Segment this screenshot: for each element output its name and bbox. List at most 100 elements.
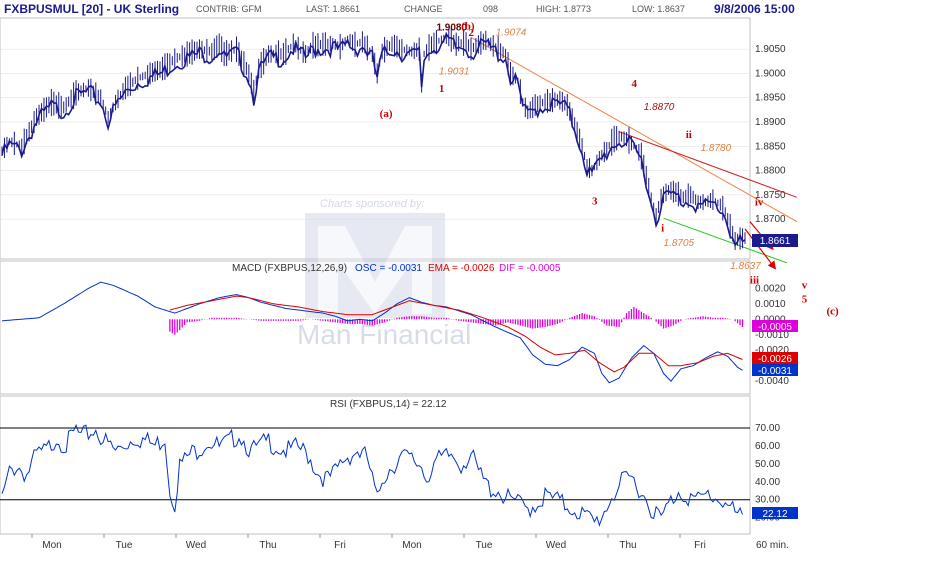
price-tick-label: 1.9050	[755, 44, 786, 55]
rsi-line	[1, 423, 743, 527]
annotation-wave: 1	[439, 83, 445, 95]
trendlines	[470, 37, 798, 264]
rsi-series	[1, 423, 743, 527]
x-tick-label: Mon	[42, 540, 61, 551]
annotation-wave: 3	[592, 196, 598, 208]
rsi-tick-label: 70.00	[755, 423, 780, 434]
annotation-fib: 1.8637	[730, 261, 761, 272]
chart-header: FXBPUSMUL [20] - UK Sterling CONTRIB: GF…	[4, 2, 795, 16]
macd-tick-label: -0.0040	[755, 376, 789, 387]
x-tick-label: Thu	[259, 540, 276, 551]
sponsor-logo-block	[305, 213, 445, 318]
price-grid	[0, 48, 750, 220]
price-y-axis: 1.9050 1.9000 1.8950 1.8900 1.8850 1.8800 1.87…	[755, 44, 786, 225]
rsi-tick-label: 30.00	[755, 495, 780, 506]
annotation-fib: 1.8705	[664, 238, 695, 249]
sponsor-watermark: Charts sponsored by: Man Financial	[297, 198, 471, 350]
trendline-orange	[470, 37, 798, 223]
last-price-box: 1.8661	[752, 234, 798, 247]
annotation-wave: 2	[469, 27, 475, 39]
price-tick-label: 1.8700	[755, 214, 786, 225]
annotation-wave: (a)	[380, 108, 393, 120]
macd-tick-label: -0.0020	[755, 345, 789, 356]
rsi-title: RSI (FXBPUS,14) = 22.12	[330, 399, 447, 410]
price-series	[1, 27, 746, 250]
sponsor-brand-text: Man Financial	[297, 319, 471, 350]
rsi-tick-label: 60.00	[755, 441, 780, 452]
x-tick-label: Tue	[476, 540, 493, 551]
macd-tick-label: 0.0010	[755, 299, 786, 310]
rsi-reference-lines	[0, 427, 750, 501]
x-tick-label: Mon	[402, 540, 421, 551]
annotation-wave: i	[661, 222, 664, 234]
change-label: CHANGE	[404, 4, 443, 14]
x-axis: Mon Tue Wed Thu Fri Mon Tue Wed Thu Fri	[31, 534, 706, 551]
x-tick-label: Fri	[334, 540, 346, 551]
dif-value-box: -0.0005	[758, 322, 792, 333]
annotation-fib: 1.8780	[701, 143, 732, 154]
annotation-wave: 5	[802, 293, 808, 305]
annotation-wave: iii	[750, 275, 759, 287]
annotation-wave: (b)	[461, 21, 475, 33]
rsi-panel-frame	[0, 395, 751, 535]
macd-value-boxes: -0.0005 -0.0026 -0.0031	[752, 320, 798, 377]
sponsor-text: Charts sponsored by:	[320, 198, 425, 210]
macd-title: MACD (FXBPUS,12,26,9) OSC = -0.0031 EMA …	[232, 263, 561, 274]
macd-wave-annotations: iii v 5 (c)	[750, 275, 839, 318]
x-tick-label: Thu	[619, 540, 636, 551]
trendline-green	[663, 217, 788, 264]
price-panel-frame	[0, 17, 751, 260]
annotation-wave: iv	[755, 197, 764, 209]
macd-tick-label: -0.0010	[755, 330, 789, 341]
macd-osc-label: OSC = -0.0031	[355, 263, 422, 274]
macd-title-prefix: MACD (FXBPUS,12,26,9)	[232, 263, 347, 274]
price-tick-label: 1.8750	[755, 190, 786, 201]
ema-line	[169, 295, 743, 373]
x-axis-interval-label: 60 min.	[756, 540, 789, 551]
macd-panel-frame	[0, 260, 751, 395]
annotation-wave: 4	[631, 78, 637, 90]
annotation-fib: 1.9074	[496, 28, 527, 39]
datetime-label: 9/8/2006 15:00	[714, 2, 795, 16]
sponsor-logo-m-icon	[318, 226, 432, 314]
last-price-box-value: 1.8661	[760, 236, 791, 247]
macd-dif-label: DIF = -0.0005	[499, 263, 561, 274]
x-tick-label: Fri	[694, 540, 706, 551]
macd-tick-label: 0.0000	[755, 314, 786, 325]
annotation-wave: (c)	[826, 306, 839, 318]
wave-annotations: 1.9080(b)2 1.9074 1.9031 1 (a) 4 1.8870 ii 1.878…	[380, 21, 764, 272]
ema-value-box: -0.0026	[758, 354, 792, 365]
low-price-label: LOW: 1.8637	[632, 4, 685, 14]
annotation-price_label: 1.8870	[644, 102, 675, 113]
annotation-wave: v	[802, 279, 808, 291]
dif-histogram	[169, 306, 744, 335]
price-tick-label: 1.8900	[755, 117, 786, 128]
contrib-label: CONTRIB: GFM	[196, 4, 262, 14]
change-value: 098	[483, 4, 498, 14]
macd-ema-label: EMA = -0.0026	[428, 263, 495, 274]
x-tick-label: Tue	[116, 540, 133, 551]
rsi-value-box: 22.12	[752, 507, 798, 520]
annotation-price_label: 1.9080	[436, 23, 467, 34]
osc-value-box: -0.0031	[758, 366, 792, 377]
x-tick-label: Wed	[186, 540, 206, 551]
price-tick-label: 1.8950	[755, 93, 786, 104]
x-tick-label: Wed	[546, 540, 566, 551]
last-price-label: LAST: 1.8661	[306, 4, 360, 14]
annotation-wave: ii	[686, 129, 692, 141]
macd-lines	[1, 281, 743, 384]
annotation-fib: 1.9031	[439, 66, 470, 77]
rsi-value-box-text: 22.12	[762, 509, 787, 520]
osc-line	[1, 281, 743, 384]
high-price-label: HIGH: 1.8773	[536, 4, 591, 14]
rsi-tick-label: 40.00	[755, 477, 780, 488]
price-tick-label: 1.8800	[755, 166, 786, 177]
macd-tick-label: 0.0020	[755, 283, 786, 294]
projection-arrow	[744, 228, 777, 270]
trendline-red	[618, 131, 798, 198]
price-tick-label: 1.8850	[755, 141, 786, 152]
rsi-tick-label: 50.00	[755, 459, 780, 470]
symbol-title: FXBPUSMUL [20] - UK Sterling	[4, 2, 179, 16]
price-tick-label: 1.9000	[755, 68, 786, 79]
